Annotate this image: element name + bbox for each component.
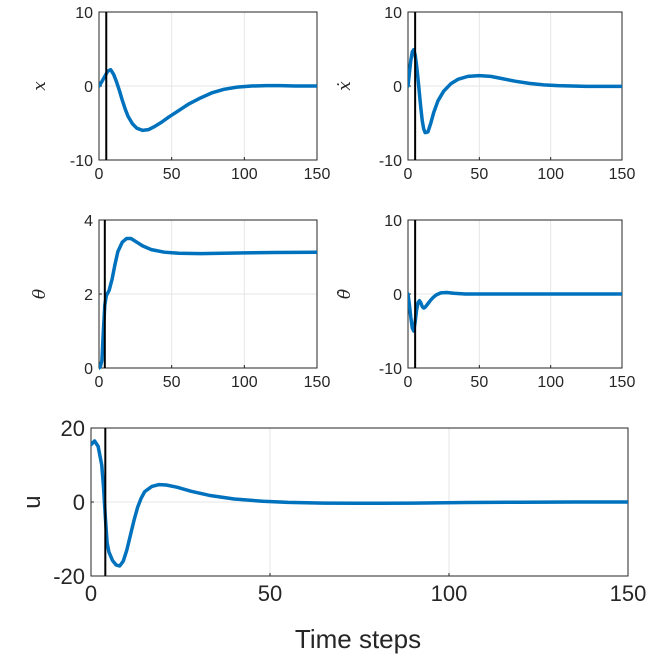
x-tick-label: 50 — [163, 374, 181, 391]
y-tick-label: 0 — [84, 79, 93, 96]
y-axis-label-theta-dot: θ̇ — [335, 289, 355, 299]
x-tick-label: 150 — [304, 166, 331, 183]
x-tick-label: 0 — [404, 166, 413, 183]
x-tick-label: 100 — [431, 581, 468, 606]
y-tick-label: -20 — [53, 564, 85, 589]
x-tick-label: 100 — [537, 166, 564, 183]
y-tick-label: -10 — [70, 153, 93, 170]
y-tick-label: 2 — [84, 287, 93, 304]
y-axis-label-theta: θ — [30, 289, 50, 299]
y-tick-label: 20 — [61, 416, 85, 441]
x-tick-label: 50 — [163, 166, 181, 183]
y-tick-label: 0 — [73, 490, 85, 515]
y-tick-label: 0 — [84, 361, 93, 378]
x-tick-label: 0 — [95, 166, 104, 183]
x-tick-label: 150 — [609, 166, 636, 183]
y-tick-label: 10 — [384, 213, 402, 230]
panel-theta: 0 50 100 150 0 2 4 θ — [30, 213, 330, 391]
x-tick-label: 100 — [231, 166, 258, 183]
series-line-theta-dot — [408, 290, 622, 333]
x-tick-label: 50 — [258, 581, 282, 606]
x-tick-label: 50 — [470, 166, 488, 183]
x-tick-label: 50 — [470, 374, 488, 391]
x-tick-label: 100 — [231, 374, 258, 391]
y-axis-label-u: u — [19, 495, 46, 508]
y-tick-label: 10 — [384, 5, 402, 22]
y-axis-label-x: x — [30, 81, 50, 91]
y-tick-label: 4 — [84, 213, 93, 230]
series-line-x — [99, 67, 317, 133]
x-tick-label: 0 — [95, 374, 104, 391]
x-tick-label: 150 — [610, 581, 647, 606]
x-tick-label: 150 — [609, 374, 636, 391]
x-tick-label: 100 — [537, 374, 564, 391]
y-axis-label-x-dot: ẋ — [335, 81, 355, 91]
y-tick-label: 10 — [75, 5, 93, 22]
x-tick-label: 0 — [404, 374, 413, 391]
y-tick-label: -10 — [379, 361, 402, 378]
y-tick-label: 0 — [393, 79, 402, 96]
x-tick-label: 0 — [85, 581, 97, 606]
y-tick-label: -10 — [379, 153, 402, 170]
y-tick-label: 0 — [393, 287, 402, 304]
x-tick-label: 150 — [304, 374, 331, 391]
x-axis-title: Time steps — [295, 624, 421, 654]
